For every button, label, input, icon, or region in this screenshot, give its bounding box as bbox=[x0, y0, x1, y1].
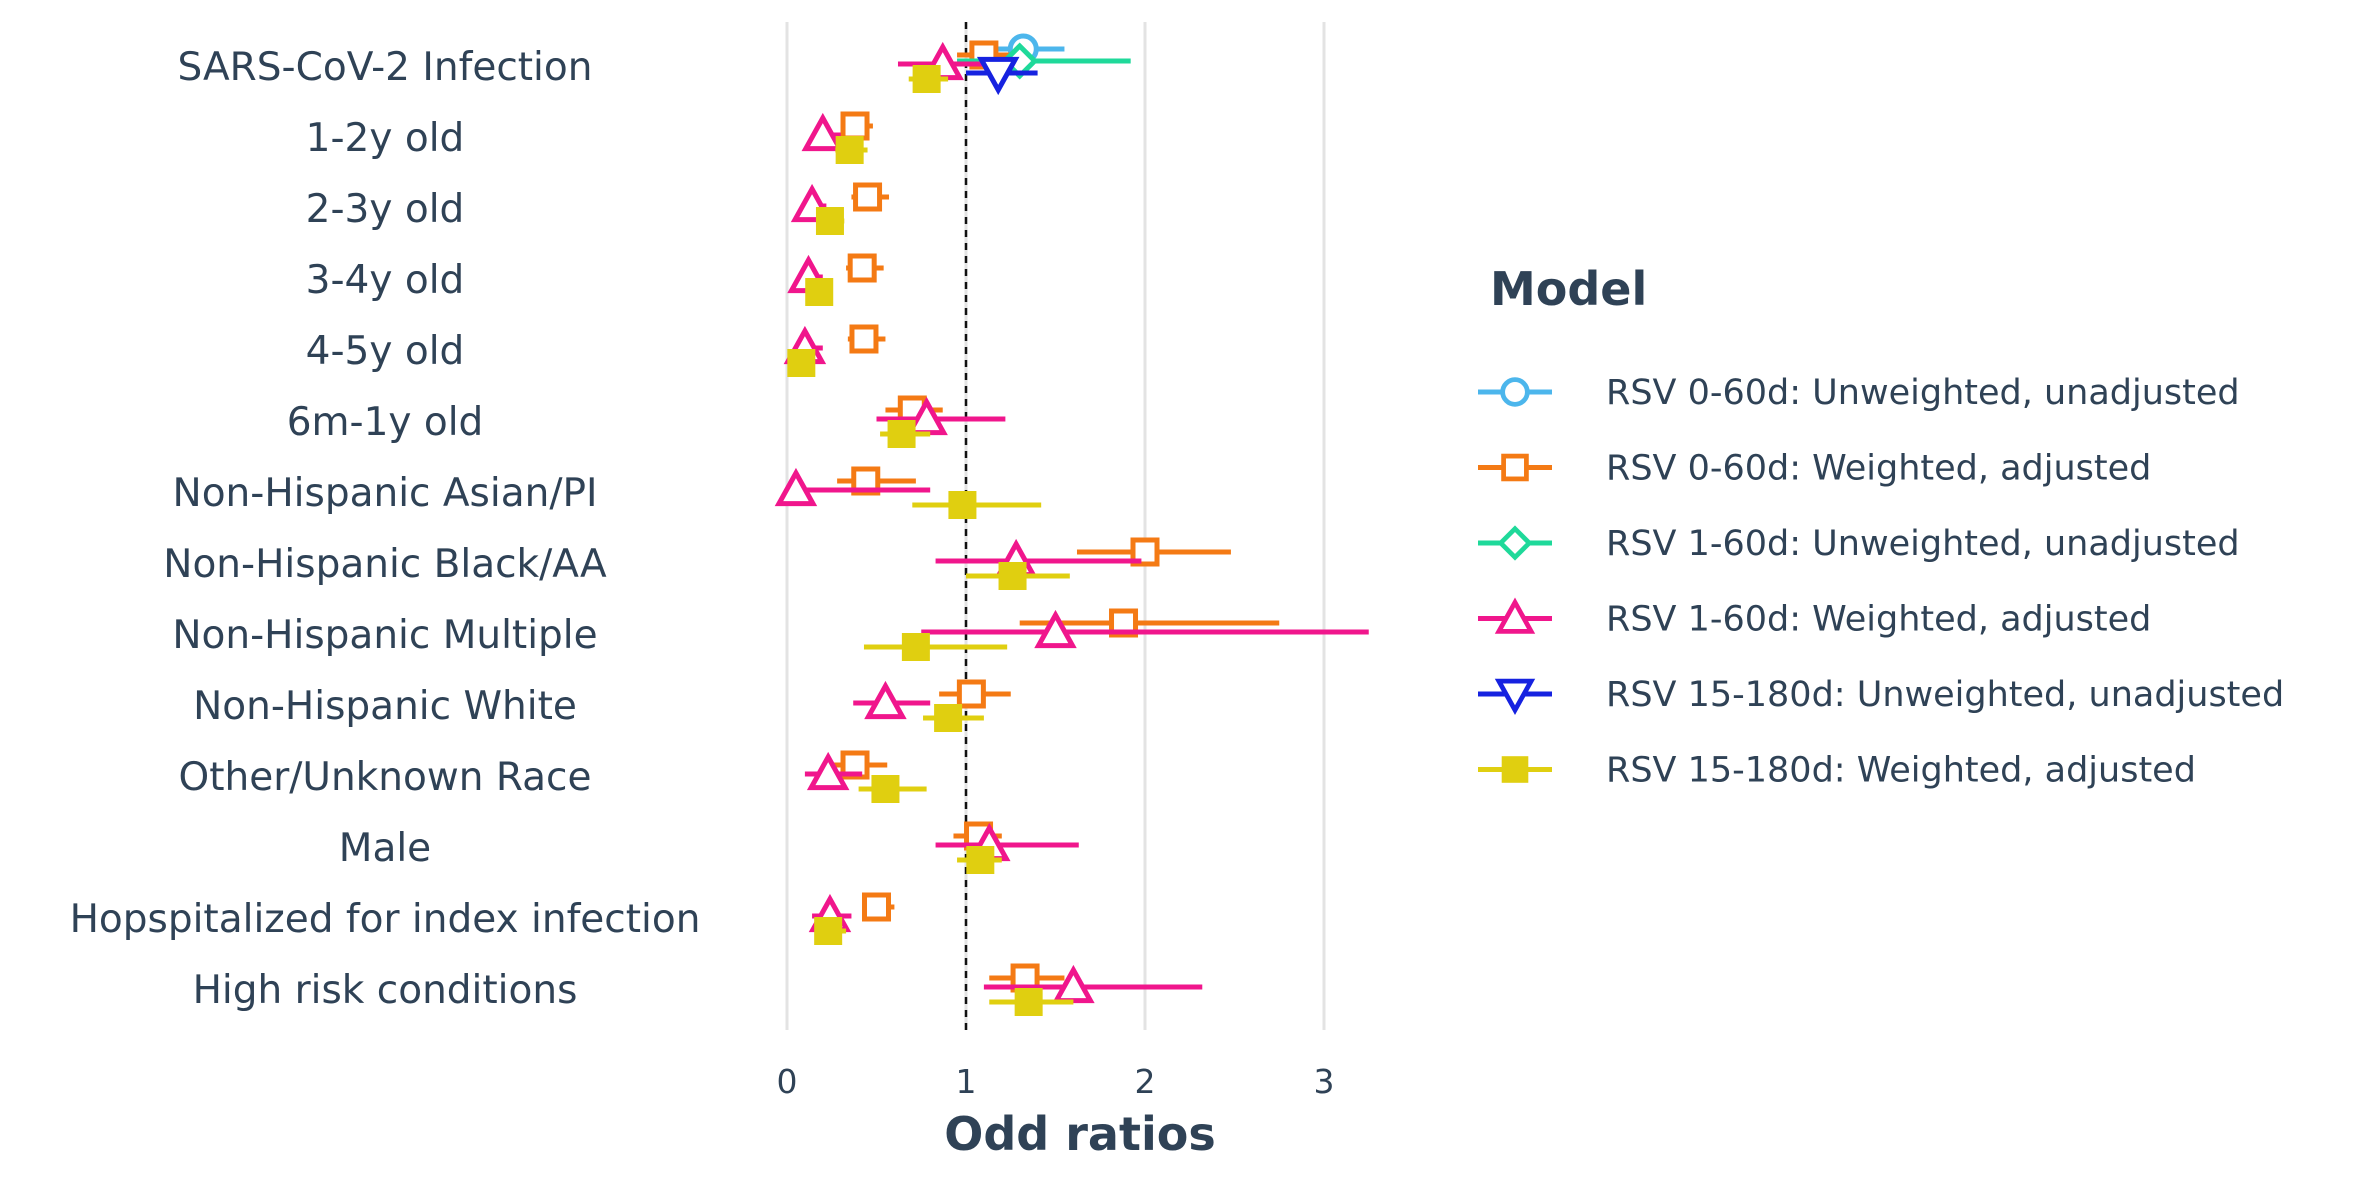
legend-title: Model bbox=[1490, 262, 1647, 316]
legend-item: RSV 0-60d: Unweighted, unadjusted bbox=[1478, 373, 2240, 413]
data-point bbox=[847, 253, 877, 283]
category-label: 3-4y old bbox=[306, 258, 465, 303]
data-point bbox=[1497, 525, 1533, 561]
data-point bbox=[1500, 377, 1530, 407]
data-point bbox=[814, 917, 843, 945]
legend-label: RSV 0-60d: Weighted, adjusted bbox=[1606, 449, 2151, 489]
data-point bbox=[805, 278, 834, 306]
legend-label: RSV 15-180d: Weighted, adjusted bbox=[1606, 751, 2196, 791]
data-point bbox=[1130, 537, 1160, 567]
category-label: Non-Hispanic Multiple bbox=[172, 613, 597, 658]
grid-lines bbox=[785, 22, 1326, 1030]
legend-label: RSV 15-180d: Unweighted, unadjusted bbox=[1606, 675, 2284, 715]
x-tick-label: 3 bbox=[1314, 1062, 1335, 1101]
category-labels: SARS-CoV-2 Infection 1-2y old 2-3y old 3-4y… bbox=[70, 45, 701, 1013]
data-point bbox=[1501, 453, 1529, 482]
category-label: 2-3y old bbox=[306, 187, 465, 232]
x-tick-label: 0 bbox=[777, 1062, 798, 1101]
legend-item: RSV 15-180d: Weighted, adjusted bbox=[1478, 751, 2196, 791]
data-point bbox=[801, 112, 845, 152]
data-point bbox=[840, 111, 870, 141]
series-group bbox=[831, 40, 1280, 993]
category-label: SARS-CoV-2 Infection bbox=[178, 45, 593, 90]
data-point bbox=[864, 680, 907, 720]
data-point bbox=[774, 467, 818, 507]
data-point bbox=[849, 324, 879, 354]
data-point bbox=[956, 679, 986, 709]
data-point bbox=[835, 136, 864, 164]
category-label: 6m-1y old bbox=[287, 400, 484, 445]
data-point bbox=[1494, 678, 1536, 716]
data-point bbox=[787, 349, 816, 377]
legend-item: RSV 1-60d: Unweighted, unadjusted bbox=[1478, 524, 2240, 564]
data-point bbox=[1501, 756, 1529, 783]
data-point bbox=[1014, 988, 1043, 1016]
legend-item: RSV 0-60d: Weighted, adjusted bbox=[1478, 449, 2151, 489]
category-label: Non-Hispanic Black/AA bbox=[163, 542, 607, 587]
data-point bbox=[862, 892, 891, 922]
category-label: Non-Hispanic White bbox=[193, 684, 577, 729]
data-point bbox=[806, 751, 850, 791]
data-point bbox=[912, 65, 941, 93]
legend-label: RSV 0-60d: Unweighted, unadjusted bbox=[1606, 373, 2240, 413]
category-label: Hopspitalized for index infection bbox=[70, 897, 701, 942]
category-label: High risk conditions bbox=[193, 968, 578, 1013]
category-label: Male bbox=[339, 826, 431, 871]
data-point bbox=[887, 420, 916, 448]
x-tick-label: 1 bbox=[956, 1062, 977, 1101]
category-label: 4-5y old bbox=[306, 329, 465, 374]
legend-label: RSV 1-60d: Unweighted, unadjusted bbox=[1606, 524, 2240, 564]
data-point bbox=[948, 491, 977, 519]
data-point bbox=[976, 56, 1020, 96]
legend-item: RSV 15-180d: Unweighted, unadjusted bbox=[1478, 675, 2284, 716]
data-point bbox=[853, 182, 883, 212]
category-label: Non-Hispanic Asian/PI bbox=[173, 471, 598, 516]
data-point bbox=[934, 704, 963, 732]
category-label: 1-2y old bbox=[306, 116, 465, 161]
series-marks bbox=[774, 33, 1369, 1016]
data-point bbox=[1034, 609, 1077, 649]
x-tick-label: 2 bbox=[1135, 1062, 1156, 1101]
legend-label: RSV 1-60d: Weighted, adjusted bbox=[1606, 600, 2151, 640]
data-point bbox=[840, 750, 870, 780]
legend: Model RSV 0-60d: Unweighted, unadjusted R… bbox=[1478, 262, 2284, 791]
legend-item: RSV 1-60d: Weighted, adjusted bbox=[1478, 597, 2151, 640]
x-axis-title: Odd ratios bbox=[944, 1107, 1215, 1161]
data-point bbox=[1494, 597, 1536, 634]
category-label: Other/Unknown Race bbox=[179, 755, 592, 800]
data-point bbox=[966, 846, 995, 874]
series-group bbox=[966, 56, 1038, 96]
series-group bbox=[787, 65, 1074, 1016]
data-point bbox=[871, 775, 900, 803]
data-point bbox=[998, 562, 1027, 590]
x-tick-labels: 0 1 2 3 bbox=[777, 1062, 1335, 1101]
data-point bbox=[815, 207, 844, 235]
data-point bbox=[901, 633, 930, 661]
